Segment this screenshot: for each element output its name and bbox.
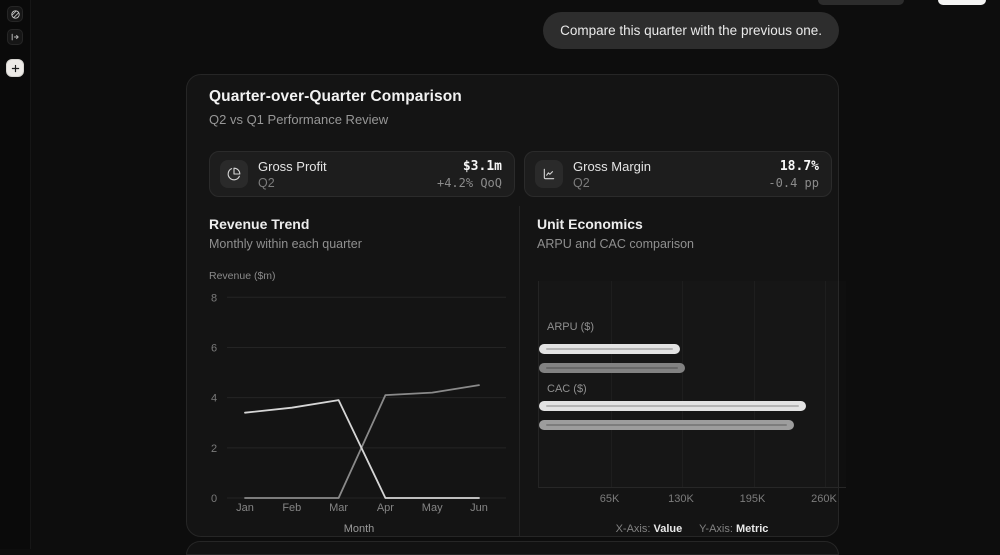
x-tick-label: 195K bbox=[739, 493, 766, 505]
card-subtitle: Q2 vs Q1 Performance Review bbox=[209, 112, 389, 127]
chart-line-icon bbox=[535, 160, 563, 188]
y-tick-label: 8 bbox=[211, 292, 217, 304]
x-tick-label: Jun bbox=[470, 502, 488, 514]
logo-button[interactable] bbox=[7, 6, 23, 22]
bar-arpu-q1 bbox=[539, 363, 686, 373]
user-message-text: Compare this quarter with the previous o… bbox=[560, 23, 822, 38]
stat-delta: -0.4 pp bbox=[768, 176, 819, 190]
qoq-comparison-card: Quarter-over-Quarter Comparison Q2 vs Q1… bbox=[186, 74, 846, 537]
x-axis-value: Value bbox=[653, 523, 683, 535]
stat-label: Gross Margin bbox=[573, 159, 652, 174]
bar-group-label: ARPU ($) bbox=[547, 321, 595, 333]
stat-period: Q2 bbox=[573, 176, 590, 190]
bar-cac-q2 bbox=[539, 401, 807, 411]
bar-inner-stripe bbox=[546, 405, 800, 407]
bar-inner-stripe bbox=[546, 348, 673, 350]
x-axis-title: Month bbox=[344, 523, 375, 535]
top-bar-button-dark-clipped[interactable] bbox=[818, 0, 904, 5]
user-message-bubble: Compare this quarter with the previous o… bbox=[543, 12, 839, 49]
unit-economics-subtitle: ARPU and CAC comparison bbox=[537, 237, 695, 251]
sidebar bbox=[0, 0, 31, 549]
panel-expand-arrow-icon bbox=[10, 32, 20, 42]
unit-economics-title: Unit Economics bbox=[537, 216, 643, 232]
grid-line-v bbox=[682, 281, 683, 487]
y-axis-value: Metric bbox=[736, 523, 769, 535]
grid-line-v bbox=[610, 281, 612, 487]
series-line-Q2 bbox=[244, 384, 480, 499]
grid-line-v bbox=[753, 281, 755, 487]
x-tick-label: 130K bbox=[668, 493, 694, 505]
top-bar-button-light-clipped[interactable] bbox=[938, 0, 986, 5]
next-card-clipped bbox=[186, 541, 839, 555]
hatched-circle-logo-icon bbox=[10, 9, 21, 20]
stat-card-gross-profit: Gross Profit Q2 $3.1m +4.2% QoQ bbox=[209, 151, 515, 197]
bar-group-label: CAC ($) bbox=[547, 383, 587, 395]
stat-delta: +4.2% QoQ bbox=[436, 176, 502, 190]
stat-period: Q2 bbox=[258, 176, 275, 190]
card-title: Quarter-over-Quarter Comparison bbox=[209, 88, 462, 105]
grid-line-v bbox=[825, 281, 826, 487]
y-tick-label: 0 bbox=[211, 493, 217, 505]
bar-inner-stripe bbox=[546, 367, 679, 369]
bar-cac-q1 bbox=[539, 420, 795, 430]
column-divider bbox=[519, 206, 520, 536]
y-tick-label: 4 bbox=[211, 393, 217, 405]
stat-label: Gross Profit bbox=[258, 159, 327, 174]
stat-value: 18.7% bbox=[779, 159, 819, 174]
x-tick-label: Apr bbox=[377, 502, 394, 514]
y-tick-label: 6 bbox=[211, 342, 217, 354]
x-tick-label: Jan bbox=[236, 502, 254, 514]
y-axis-label: Y-Axis: bbox=[699, 523, 733, 535]
new-item-button[interactable] bbox=[6, 59, 24, 77]
stat-card-gross-margin: Gross Margin Q2 18.7% -0.4 pp bbox=[524, 151, 832, 197]
stat-value: $3.1m bbox=[462, 159, 502, 174]
revenue-trend-title: Revenue Trend bbox=[209, 216, 310, 232]
y-tick-label: 2 bbox=[211, 443, 217, 455]
bar-arpu-q2 bbox=[539, 344, 680, 354]
x-tick-label: Feb bbox=[282, 502, 301, 514]
x-tick-label: Mar bbox=[329, 502, 348, 514]
x-tick-label: 260K bbox=[811, 493, 837, 505]
x-axis-label: X-Axis: bbox=[615, 523, 651, 535]
plus-icon bbox=[10, 63, 21, 74]
revenue-trend-subtitle: Monthly within each quarter bbox=[209, 237, 362, 251]
unit-economics-plot: ARPU ($) CAC ($) bbox=[538, 281, 846, 488]
axis-mapping-footer: X-Axis: Value Y-Axis: Metric bbox=[538, 523, 846, 535]
x-tick-label: May bbox=[422, 502, 443, 514]
panel-toggle-button[interactable] bbox=[7, 29, 23, 45]
revenue-axis-caption: Revenue ($m) bbox=[209, 270, 276, 282]
unit-economics-chart: ARPU ($) CAC ($) X-Axis: Value Y-Axis: Me… bbox=[538, 281, 846, 538]
bar-inner-stripe bbox=[546, 424, 788, 426]
series-line-Q1 bbox=[244, 399, 480, 499]
revenue-trend-plot: 0 2 4 6 8 Jan Feb Mar Apr May Jun Month bbox=[211, 292, 506, 535]
pie-chart-icon bbox=[220, 160, 248, 188]
x-tick-label: 65K bbox=[599, 493, 620, 505]
